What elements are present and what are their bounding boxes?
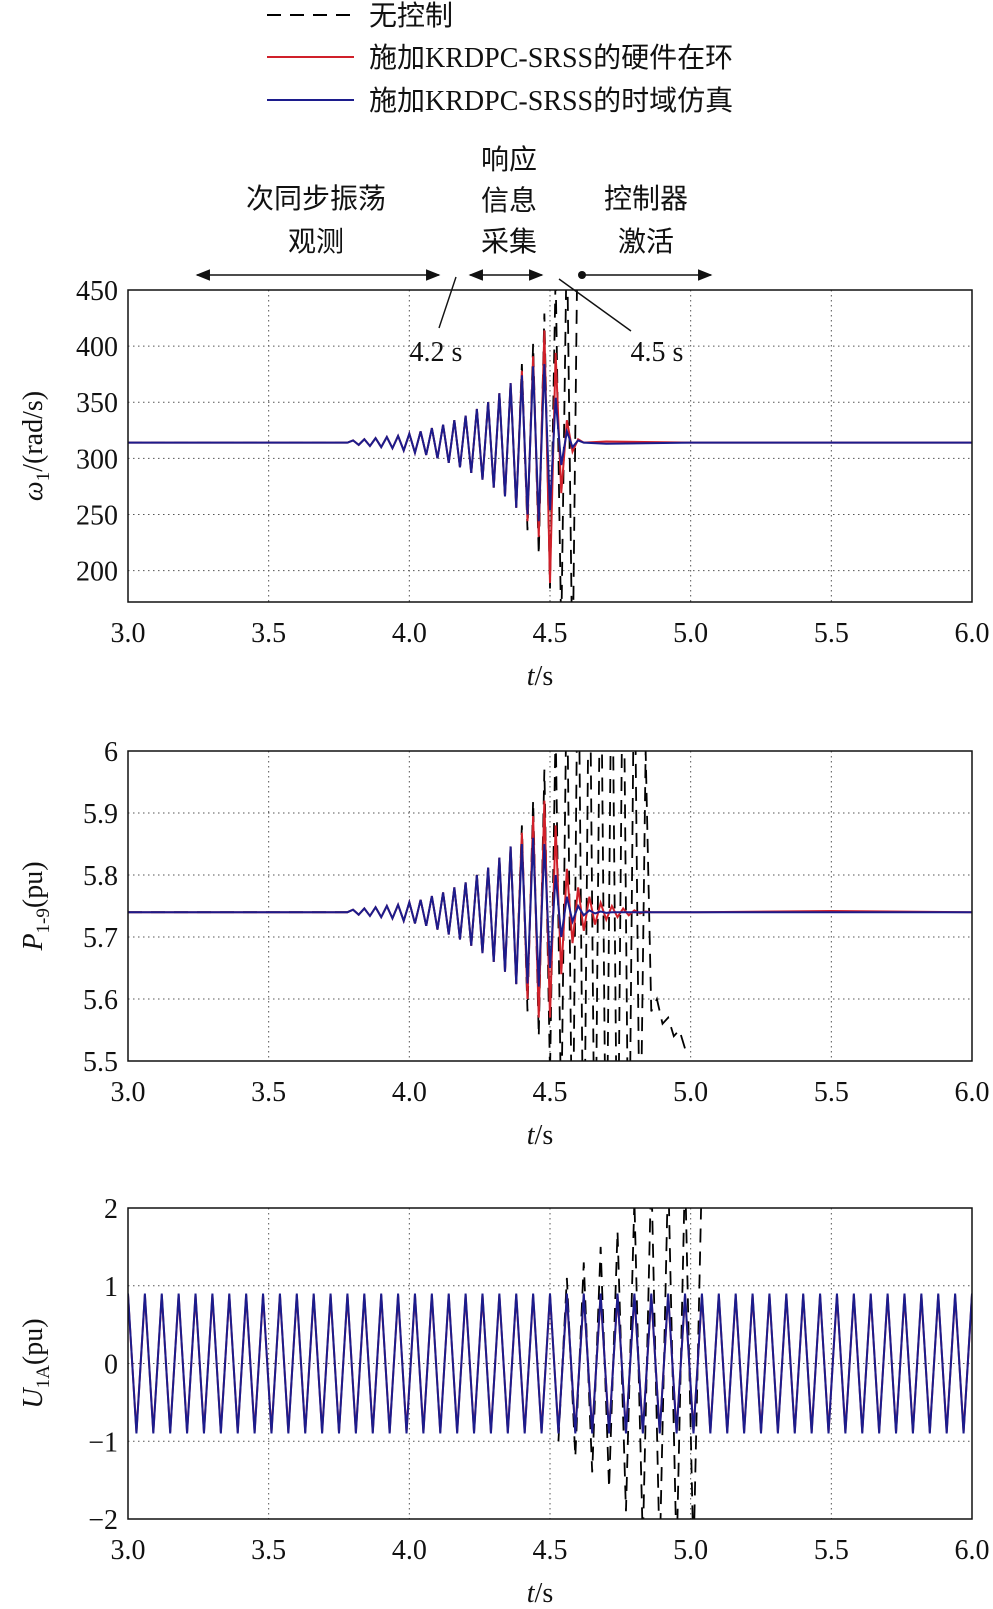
x-tick-label: 3.5 [251,1535,286,1566]
annotation-leader [438,276,457,329]
y-axis-label-rest: /(rad/s) [18,391,49,472]
y-axis-label-var: P [18,933,49,951]
plot-frame [127,750,973,1062]
y-tick-label: 350 [76,388,118,419]
y-tick-label: 0 [104,1350,118,1381]
x-axis-label: t/s [527,661,553,692]
y-tick-label: 5.7 [83,923,118,954]
annotation-dot [578,271,586,279]
y-axis-label-sub: 1 [33,472,54,482]
y-axis-label-var: ω [18,481,49,501]
y-axis-label-rest: (pu) [18,1318,49,1365]
y-tick-label: −2 [88,1505,118,1536]
x-axis-label-var: t [527,1120,536,1151]
x-axis-label-unit: /s [535,1120,554,1151]
annotation-text: 采集 [481,226,537,258]
y-tick-label: 450 [76,276,118,307]
y-axis-label-sub: 1A [33,1365,54,1389]
x-tick-label: 6.0 [955,1077,990,1108]
x-tick-label: 5.5 [814,1535,849,1566]
annotation-text: 控制器 [604,183,688,215]
annotation-text: 4.2 s [410,337,463,368]
x-tick-label: 6.0 [955,1535,990,1566]
y-tick-label: 5.9 [83,799,118,830]
x-axis-label-var: t [527,1578,536,1609]
x-axis-label-unit: /s [535,661,554,692]
legend-label: 无控制 [369,0,453,32]
annotation-text: 激活 [618,226,674,258]
series-line [128,364,972,522]
x-tick-label: 4.5 [533,618,568,649]
y-tick-label: 400 [76,332,118,363]
y-tick-label: 250 [76,500,118,531]
x-tick-label: 3.5 [251,1077,286,1108]
series-line [128,1293,972,1434]
x-tick-label: 3.5 [251,618,286,649]
series-line [128,290,578,602]
x-tick-label: 5.0 [673,1077,708,1108]
y-axis-label: ω1/(rad/s) [18,391,54,501]
y-axis-label-sub: 1-9 [33,908,54,933]
series-line [128,330,972,583]
annotation-text: 次同步振荡 [246,183,386,215]
x-tick-label: 4.0 [392,1535,427,1566]
x-axis-label: t/s [527,1578,553,1609]
series-line [557,1208,702,1519]
y-axis-label-var: U [18,1387,49,1409]
legend-label: 施加KRDPC-SRSS的时域仿真 [369,85,733,117]
x-tick-label: 3.0 [111,1077,146,1108]
plot-frame [127,289,973,603]
y-tick-label: 200 [76,557,118,588]
plot-frame [127,1207,973,1520]
annotation-text: 4.5 s [631,337,684,368]
y-tick-label: 6 [104,737,118,768]
x-tick-label: 3.0 [111,1535,146,1566]
x-tick-label: 5.5 [814,1077,849,1108]
x-tick-label: 4.5 [533,1077,568,1108]
series-line [128,837,972,987]
y-tick-label: 2 [104,1194,118,1225]
x-axis-label: t/s [527,1120,553,1151]
x-tick-label: 5.0 [673,1535,708,1566]
annotation-leader [558,278,632,332]
annotation-text: 观测 [288,227,344,258]
annotation-text: 响应 [481,144,537,176]
series-line [128,800,972,1018]
y-axis-label: P1-9(pu) [18,861,54,951]
x-tick-label: 5.0 [673,618,708,649]
x-axis-label-var: t [527,661,536,692]
y-axis-label-rest: (pu) [18,861,49,908]
y-tick-label: −1 [88,1427,118,1458]
annotation-text: 信息 [481,185,537,217]
y-tick-label: 1 [104,1272,118,1303]
x-tick-label: 4.0 [392,1077,427,1108]
y-tick-label: 5.5 [83,1047,118,1078]
x-tick-label: 4.0 [392,618,427,649]
x-tick-label: 3.0 [111,618,146,649]
y-tick-label: 5.8 [83,861,118,892]
legend-label: 施加KRDPC-SRSS的硬件在环 [369,42,733,74]
x-axis-label-unit: /s [535,1578,554,1609]
x-tick-label: 4.5 [533,1535,568,1566]
x-tick-label: 6.0 [955,618,990,649]
y-tick-label: 300 [76,444,118,475]
x-tick-label: 5.5 [814,618,849,649]
y-axis-label: U1A(pu) [18,1318,54,1408]
y-tick-label: 5.6 [83,985,118,1016]
